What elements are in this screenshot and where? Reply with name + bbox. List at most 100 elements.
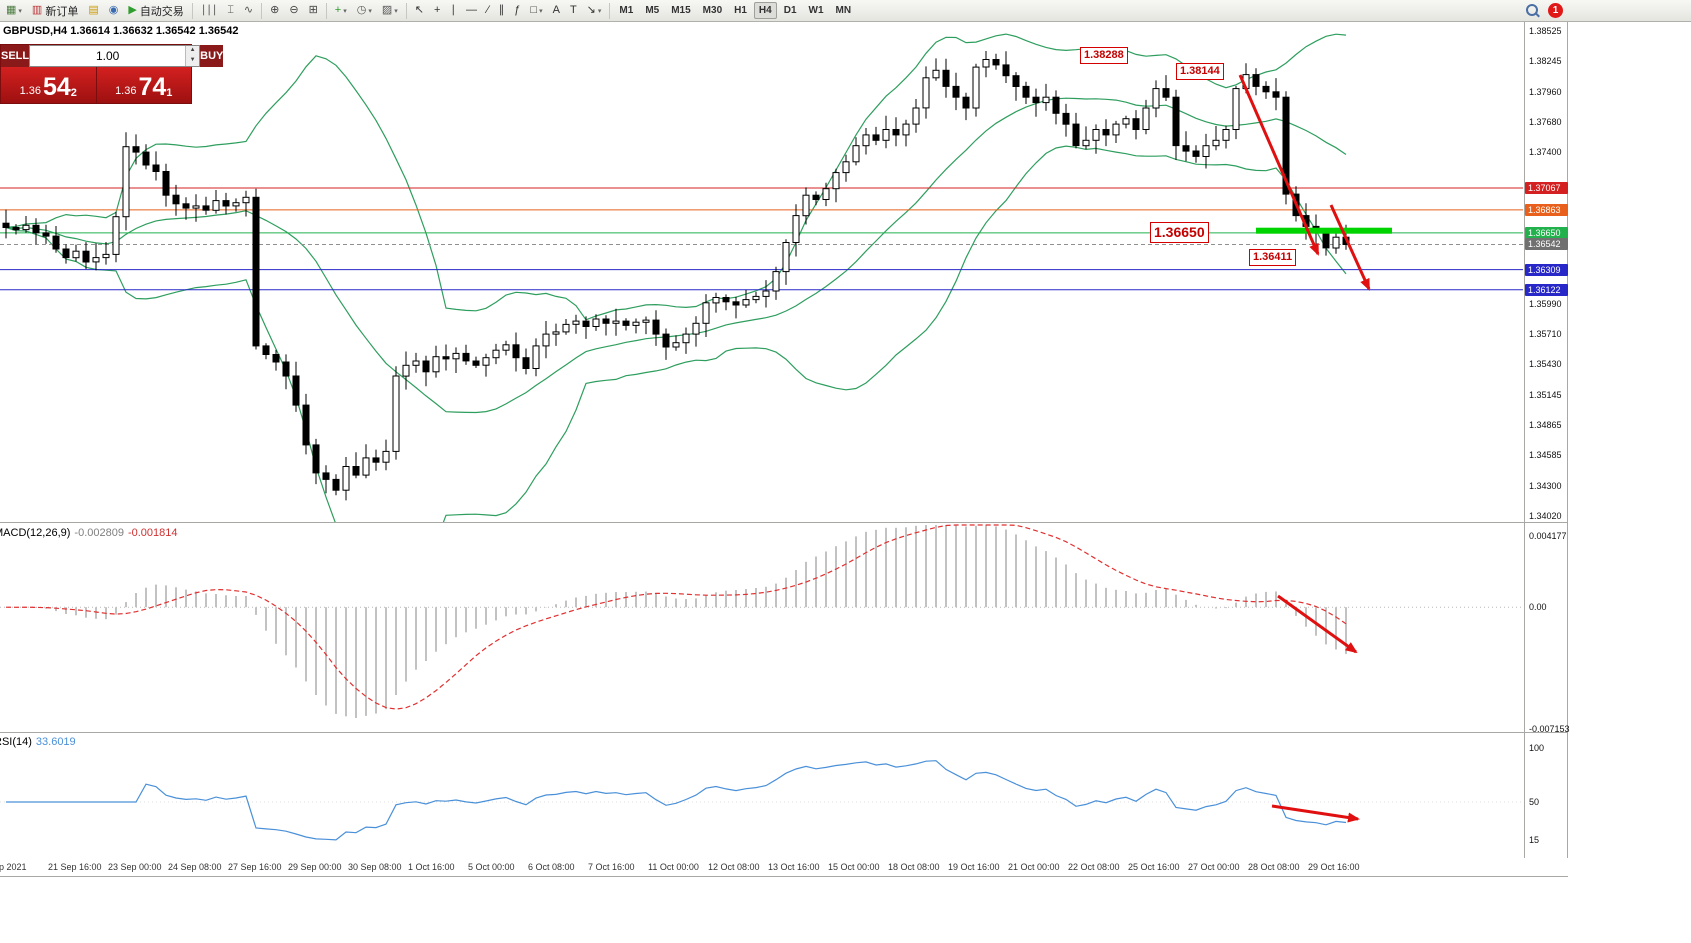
toolbar-separator (325, 2, 327, 19)
bottom-border (0, 876, 1568, 877)
macd-indicator-chart[interactable] (0, 522, 1525, 732)
candles (2, 51, 1350, 501)
arrows-button[interactable]: ↘ ▾ (586, 4, 602, 16)
main-price-chart[interactable] (0, 22, 1525, 522)
timeframe-h1-button[interactable]: H1 (734, 5, 747, 16)
toolbar-items: ▦ ▾ ▥ 新订单 ▤ ◉ ▶ 自动交易 ∣∣∣ ⌶ ∿ ⊕ ⊖ ⊞ + ▾ ◷ ▾ ▨ ▾ ↖ + ∣ ― ∕ ∥ ƒ □ ▾ A T ↘ ▾… (1, 0, 857, 22)
time-axis-label: 30 Sep 08:00 (348, 862, 402, 872)
bid-price[interactable]: 1.36 54 2 (19, 73, 77, 101)
notification-badge[interactable]: 1 (1548, 3, 1563, 18)
time-axis[interactable]: Sep 2021 21 Sep 16:00 23 Sep 00:00 24 Sep 0… (0, 858, 1568, 876)
macd-axis-label: -0.007153 (1529, 724, 1570, 734)
channel-button[interactable]: ∥ (498, 4, 505, 16)
crosshair-button[interactable]: + (434, 4, 441, 16)
volume-up-icon[interactable]: ▲ (186, 46, 200, 56)
candlestick-chart-button[interactable]: ⌶ (227, 4, 234, 16)
rsi-indicator-chart[interactable] (0, 732, 1525, 858)
time-axis-label: 21 Sep 16:00 (48, 862, 102, 872)
zoom-in-button[interactable]: ⊕ (270, 4, 280, 16)
fibonacci-button[interactable]: ƒ (514, 4, 521, 16)
price-axis-label: 1.35710 (1529, 329, 1562, 339)
new-order-button[interactable]: ▥ 新订单 (31, 4, 79, 18)
line-chart-button[interactable]: ∿ (243, 4, 254, 16)
volume-down-icon[interactable]: ▼ (186, 56, 200, 66)
time-axis-label: 27 Oct 00:00 (1188, 862, 1240, 872)
horizontal-line-button[interactable]: ― (465, 4, 477, 16)
cursor-button[interactable]: ↖ (414, 4, 425, 16)
indicators-button[interactable]: + ▾ (334, 4, 347, 16)
timeframe-d1-button[interactable]: D1 (783, 5, 797, 16)
symbol-ohlc-header: GBPUSD,H4 1.36614 1.36632 1.36542 1.3654… (3, 25, 239, 37)
time-axis-label: 25 Oct 16:00 (1128, 862, 1180, 872)
timeframe-m15-button[interactable]: M15 (671, 5, 691, 16)
panel-separator[interactable] (0, 732, 1568, 733)
toolbar-separator (609, 2, 611, 19)
toolbar-separator (261, 2, 263, 19)
time-axis-label: 18 Oct 08:00 (888, 862, 940, 872)
time-axis-label: 29 Sep 00:00 (288, 862, 342, 872)
price-axis-flag: 1.36309 (1525, 264, 1568, 276)
rsi-line (6, 760, 1347, 841)
macd-axis-label: 0.004177 (1529, 531, 1567, 541)
price-axis-flag: 1.36542 (1525, 238, 1568, 250)
timeframe-w1-button[interactable]: W1 (808, 5, 824, 16)
bar-chart-button[interactable]: ∣∣∣ (200, 4, 218, 16)
rsi-axis-label: 50 (1529, 797, 1540, 807)
tile-windows-button[interactable]: ⊞ (308, 4, 318, 16)
timeframe-m1-button[interactable]: M1 (619, 5, 634, 16)
macd-trend-arrow (1277, 594, 1358, 654)
text-button[interactable]: A (552, 4, 560, 16)
macd-label: MACD(12,26,9) -0.002809 -0.001814 (0, 527, 178, 539)
shapes-button[interactable]: □ ▾ (530, 4, 543, 16)
zoom-out-button[interactable]: ⊖ (289, 4, 299, 16)
time-axis-label: 19 Oct 16:00 (948, 862, 1000, 872)
support-zone-highlight (1256, 227, 1392, 234)
time-axis-label: 15 Oct 00:00 (828, 862, 880, 872)
time-axis-label: 27 Sep 16:00 (228, 862, 282, 872)
timeframe-m5-button[interactable]: M5 (645, 5, 660, 16)
macd-signal-line (5, 524, 1347, 710)
price-axis-label: 1.37400 (1529, 147, 1562, 157)
ask-price[interactable]: 1.36 74 1 (115, 73, 173, 101)
time-axis-label: Sep 2021 (0, 862, 27, 872)
autotrading-button[interactable]: ▶ 自动交易 (128, 4, 184, 18)
templates-button[interactable]: ▨ ▾ (381, 4, 398, 16)
search-icon[interactable] (1525, 3, 1540, 18)
cycles-button[interactable]: ◷ ▾ (356, 4, 372, 16)
volume-stepper: ▲ ▼ (29, 45, 201, 67)
timeframe-h4-button[interactable]: H4 (753, 2, 777, 19)
time-axis-label: 7 Oct 16:00 (588, 862, 635, 872)
window-right-border (1567, 22, 1568, 876)
buy-button[interactable]: BUY (200, 45, 224, 67)
panel-separator[interactable] (0, 522, 1568, 523)
price-axis-label: 1.34300 (1529, 481, 1562, 491)
vertical-line-button[interactable]: ∣ (450, 4, 456, 16)
rsi-axis-label: 100 (1529, 743, 1545, 753)
timeframe-m30-button[interactable]: M30 (702, 5, 723, 16)
price-axis-label: 1.34020 (1529, 511, 1562, 521)
time-axis-label: 5 Oct 00:00 (468, 862, 515, 872)
price-axis-label: 1.38245 (1529, 56, 1562, 66)
price-axis-border (1524, 22, 1525, 876)
price-axis-label: 1.38525 (1529, 26, 1562, 36)
time-axis-label: 28 Oct 08:00 (1248, 862, 1300, 872)
toolbar: ▦ ▾ ▥ 新订单 ▤ ◉ ▶ 自动交易 ∣∣∣ ⌶ ∿ ⊕ ⊖ ⊞ + ▾ ◷ ▾ ▨ ▾ ↖ + ∣ ― ∕ ∥ ƒ □ ▾ A T ↘ ▾… (0, 0, 1691, 22)
label-button[interactable]: T (569, 4, 577, 16)
history-center-button[interactable]: ▤ (88, 4, 99, 16)
toolbar-right: 1 (1525, 3, 1563, 18)
price-axis-label: 1.37960 (1529, 87, 1562, 97)
trendline-button[interactable]: ∕ (486, 4, 489, 16)
price-axis-flag: 1.36863 (1525, 204, 1568, 216)
price-axis-flag: 1.36122 (1525, 284, 1568, 296)
price-axis-flag: 1.37067 (1525, 182, 1568, 194)
new-chart-button[interactable]: ▦ ▾ (6, 4, 22, 16)
market-watch-button[interactable]: ◉ (108, 4, 119, 16)
price-axis[interactable]: 1.38525 1.38245 1.37960 1.37680 1.37400 1.359… (1525, 0, 1570, 880)
volume-input[interactable] (30, 46, 186, 66)
price-axis-label: 1.35430 (1529, 359, 1562, 369)
time-axis-label: 22 Oct 08:00 (1068, 862, 1120, 872)
sell-button[interactable]: SELL (1, 45, 30, 67)
time-axis-label: 12 Oct 08:00 (708, 862, 760, 872)
timeframe-mn-button[interactable]: MN (835, 5, 852, 16)
